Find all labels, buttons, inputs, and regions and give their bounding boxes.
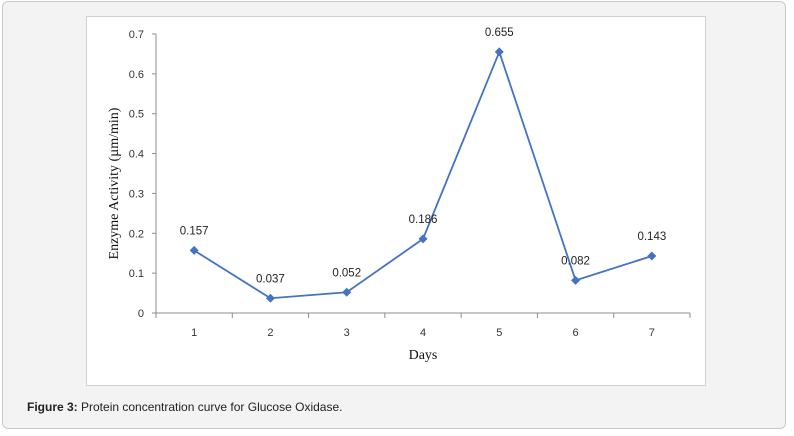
data-label: 0.037	[256, 273, 285, 285]
figure-caption-label: Figure 3:	[27, 400, 78, 414]
x-tick-label: 4	[420, 327, 426, 339]
x-ticks: 1 2 3 4 5 6 7	[155, 313, 691, 339]
figure-caption-text: Protein concentration curve for Glucose …	[77, 400, 343, 414]
y-tick-label: 0.7	[129, 29, 144, 41]
data-labels: 0.157 0.037 0.052 0.186 0.655 0.082 0.143	[180, 27, 666, 285]
figure-caption: Figure 3: Protein concentration curve fo…	[27, 400, 342, 414]
y-ticks: 0 0.1 0.2 0.3 0.4 0.5 0.6 0.7	[129, 29, 156, 320]
series	[189, 47, 657, 303]
y-tick-label: 0.3	[129, 188, 144, 200]
data-label: 0.157	[180, 225, 209, 237]
data-point-marker	[342, 287, 352, 297]
data-point-marker	[571, 275, 581, 285]
data-label: 0.082	[561, 255, 590, 267]
x-tick-label: 6	[573, 327, 579, 339]
x-tick-label: 7	[649, 327, 655, 339]
axes	[155, 34, 690, 314]
data-point-marker	[265, 293, 275, 303]
figure-frame: Figure 3: Protein concentration curve fo…	[2, 1, 786, 429]
y-tick-label: 0	[138, 308, 144, 320]
x-tick-label: 5	[496, 327, 502, 339]
data-label: 0.052	[332, 267, 361, 279]
x-axis-title: Days	[409, 348, 438, 363]
y-tick-label: 0.1	[129, 268, 144, 280]
y-tick-label: 0.5	[129, 109, 144, 121]
data-point-marker	[647, 251, 657, 261]
y-tick-label: 0.6	[129, 69, 144, 81]
data-point-marker	[418, 234, 428, 244]
x-tick-label: 2	[267, 327, 273, 339]
data-label: 0.143	[637, 231, 666, 243]
data-point-marker	[189, 245, 199, 255]
chart-area	[86, 16, 706, 386]
data-label: 0.186	[409, 214, 438, 226]
data-point-marker	[494, 47, 504, 57]
y-axis-title: Enzyme Activity (µm/min)	[107, 107, 122, 259]
data-label: 0.655	[485, 27, 514, 39]
y-tick-label: 0.2	[129, 228, 144, 240]
x-tick-label: 1	[191, 327, 197, 339]
x-tick-label: 3	[344, 327, 350, 339]
y-tick-label: 0.4	[129, 149, 144, 161]
